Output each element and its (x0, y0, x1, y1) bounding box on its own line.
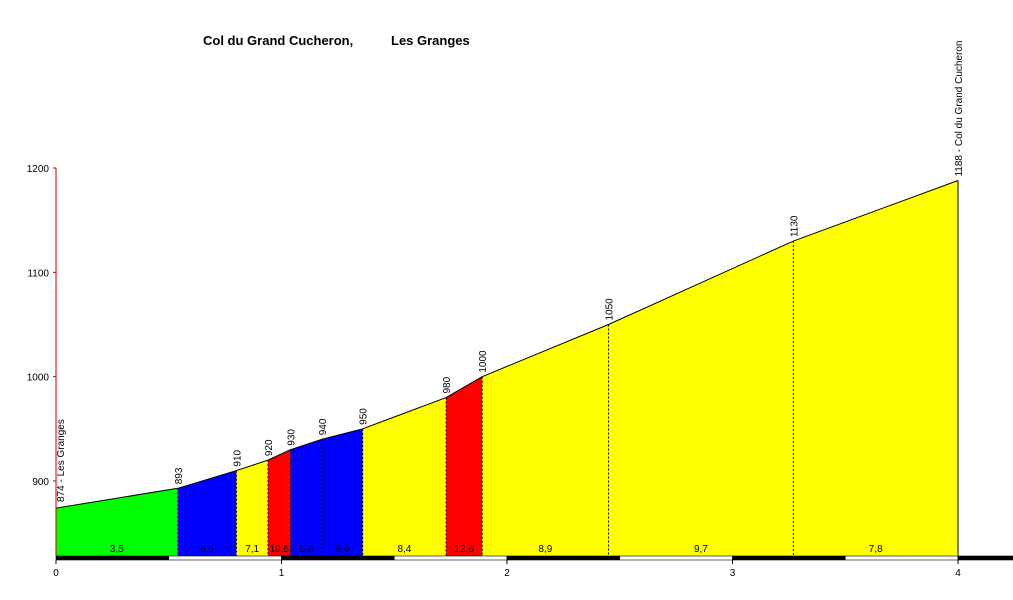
distance-scale-segment (957, 555, 1013, 561)
distance-scale-segment (844, 555, 959, 561)
point-altitude-label: 940 (318, 418, 329, 435)
point-altitude-label: 1188 - Col du Grand Cucheron (954, 41, 965, 177)
x-tick-label: 1 (279, 568, 285, 579)
x-tick-label: 3 (730, 568, 736, 579)
segment-gradient-label: 7,8 (869, 544, 883, 555)
profile-segment (482, 324, 609, 556)
point-altitude-label: 950 (359, 408, 370, 425)
y-tick-label: 1100 (27, 268, 49, 279)
y-tick-label: 900 (32, 477, 49, 488)
point-altitude-label: 893 (174, 467, 185, 484)
distance-scale-segment (393, 555, 508, 561)
distance-scale-segment (281, 555, 395, 561)
profile-segment (267, 449, 291, 556)
profile-segment (362, 397, 447, 556)
point-altitude-label: 930 (287, 429, 298, 446)
profile-segment (236, 460, 268, 556)
point-altitude-label: 1000 (478, 350, 489, 373)
distance-scale-segment (55, 555, 170, 561)
distance-scale-segment (506, 555, 621, 561)
point-altitude-label: 910 (232, 449, 243, 466)
point-altitude-label: 980 (442, 376, 453, 393)
segment-gradient-label: 9,7 (694, 544, 708, 555)
y-tick-label: 1200 (27, 164, 50, 175)
segment-gradient-label: 6,5 (200, 544, 214, 555)
segment-gradient-label: 3,5 (110, 544, 124, 555)
x-tick-label: 4 (955, 568, 961, 579)
point-altitude-label: 920 (264, 439, 275, 456)
segment-gradient-label: 7,1 (245, 544, 259, 555)
profile-segment (322, 428, 363, 556)
point-altitude-label: 1130 (789, 215, 800, 237)
distance-scale-segment (619, 555, 733, 561)
chart-title: Col du Grand Cucheron, (203, 33, 354, 48)
chart-subtitle: Les Granges (391, 33, 470, 48)
profile-line (55, 180, 959, 509)
profile-segment (177, 470, 237, 556)
x-tick-label: 2 (504, 568, 510, 579)
profile-segment (446, 376, 483, 556)
point-altitude-label: 874 - Les Granges (56, 419, 67, 502)
profile-segment (793, 180, 958, 556)
segment-gradient-label: 6,6 (299, 544, 313, 555)
segment-gradient-label: 12,6 (454, 544, 474, 555)
segment-gradient-label: 8,9 (538, 544, 552, 555)
segment-gradient-label: 5,6 (335, 544, 349, 555)
x-tick-label: 0 (53, 568, 59, 579)
point-altitude-label: 1050 (604, 298, 615, 321)
profile-segment (290, 439, 323, 556)
distance-scale-segment (732, 555, 846, 561)
profile-segment (56, 488, 178, 556)
distance-scale-segment (168, 555, 282, 561)
profile-segment (608, 241, 794, 557)
segment-gradient-label: 8,4 (397, 544, 411, 555)
segment-gradient-label: 10,6 (270, 544, 290, 555)
chart-title-block: Col du Grand Cucheron, Les Granges (0, 0, 1013, 60)
y-tick-label: 1000 (27, 373, 50, 384)
